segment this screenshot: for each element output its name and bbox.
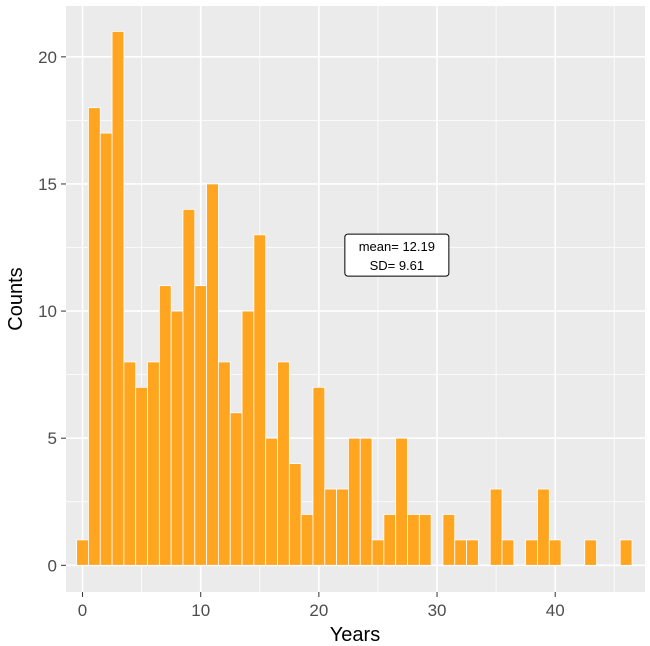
histogram-bar xyxy=(537,488,550,566)
histogram-bar xyxy=(300,514,314,566)
histogram-bar xyxy=(489,488,503,566)
stats-sd-label: SD= 9.61 xyxy=(370,258,425,273)
histogram-bar xyxy=(265,437,278,566)
histogram-bar xyxy=(418,514,432,566)
bars-layer xyxy=(76,31,633,566)
histogram-bar xyxy=(277,361,290,566)
histogram-bar xyxy=(218,361,231,566)
histogram-bar xyxy=(147,361,160,566)
histogram-bar xyxy=(229,412,243,566)
histogram-bar xyxy=(371,539,385,566)
histogram-bar xyxy=(99,132,113,566)
y-tick-label: 0 xyxy=(48,556,57,575)
y-tick-label: 5 xyxy=(48,429,57,448)
histogram-bar xyxy=(135,386,148,566)
histogram-bar xyxy=(466,539,479,566)
histogram-bar xyxy=(170,310,184,566)
histogram-bar xyxy=(407,514,420,566)
histogram-bar xyxy=(253,234,267,566)
histogram-bar xyxy=(182,208,196,566)
stats-annotation-box xyxy=(344,233,450,277)
histogram-bar xyxy=(241,310,255,566)
histogram-bar xyxy=(312,386,326,566)
histogram-bar xyxy=(525,539,538,566)
histogram-bar xyxy=(442,514,456,566)
histogram-bar xyxy=(584,539,597,566)
histogram-bar xyxy=(454,539,467,566)
x-tick-label: 40 xyxy=(546,601,565,620)
histogram-bar xyxy=(395,437,408,566)
y-axis: 0 5 10 15 20 xyxy=(38,48,66,575)
histogram-bar xyxy=(88,107,101,566)
histogram-bar xyxy=(288,463,302,566)
histogram-bar xyxy=(158,285,172,566)
histogram-bar xyxy=(123,361,137,566)
stats-annotation: mean= 12.19 SD= 9.61 xyxy=(344,233,450,277)
y-tick-label: 15 xyxy=(38,175,57,194)
histogram-bar xyxy=(619,539,633,566)
histogram-bar xyxy=(501,539,515,566)
y-tick-label: 10 xyxy=(38,302,57,321)
histogram-bar xyxy=(324,488,337,566)
x-tick-label: 30 xyxy=(428,601,447,620)
x-tick-label: 10 xyxy=(191,601,210,620)
histogram-bar xyxy=(383,514,397,566)
x-tick-label: 20 xyxy=(309,601,328,620)
y-axis-title: Counts xyxy=(5,267,27,330)
x-tick-label: 0 xyxy=(78,601,87,620)
histogram-bar xyxy=(194,285,208,566)
histogram-bar xyxy=(548,539,562,566)
histogram-bar xyxy=(348,437,361,566)
histogram-bar xyxy=(76,539,89,566)
x-axis-title: Years xyxy=(330,624,380,646)
histogram-bar xyxy=(359,437,373,566)
histogram-bar xyxy=(111,31,125,566)
histogram-bar xyxy=(206,183,219,566)
histogram-bar xyxy=(336,488,349,566)
x-axis: 0 10 20 30 40 xyxy=(78,592,565,620)
stats-mean-label: mean= 12.19 xyxy=(359,239,435,254)
y-tick-label: 20 xyxy=(38,48,57,67)
